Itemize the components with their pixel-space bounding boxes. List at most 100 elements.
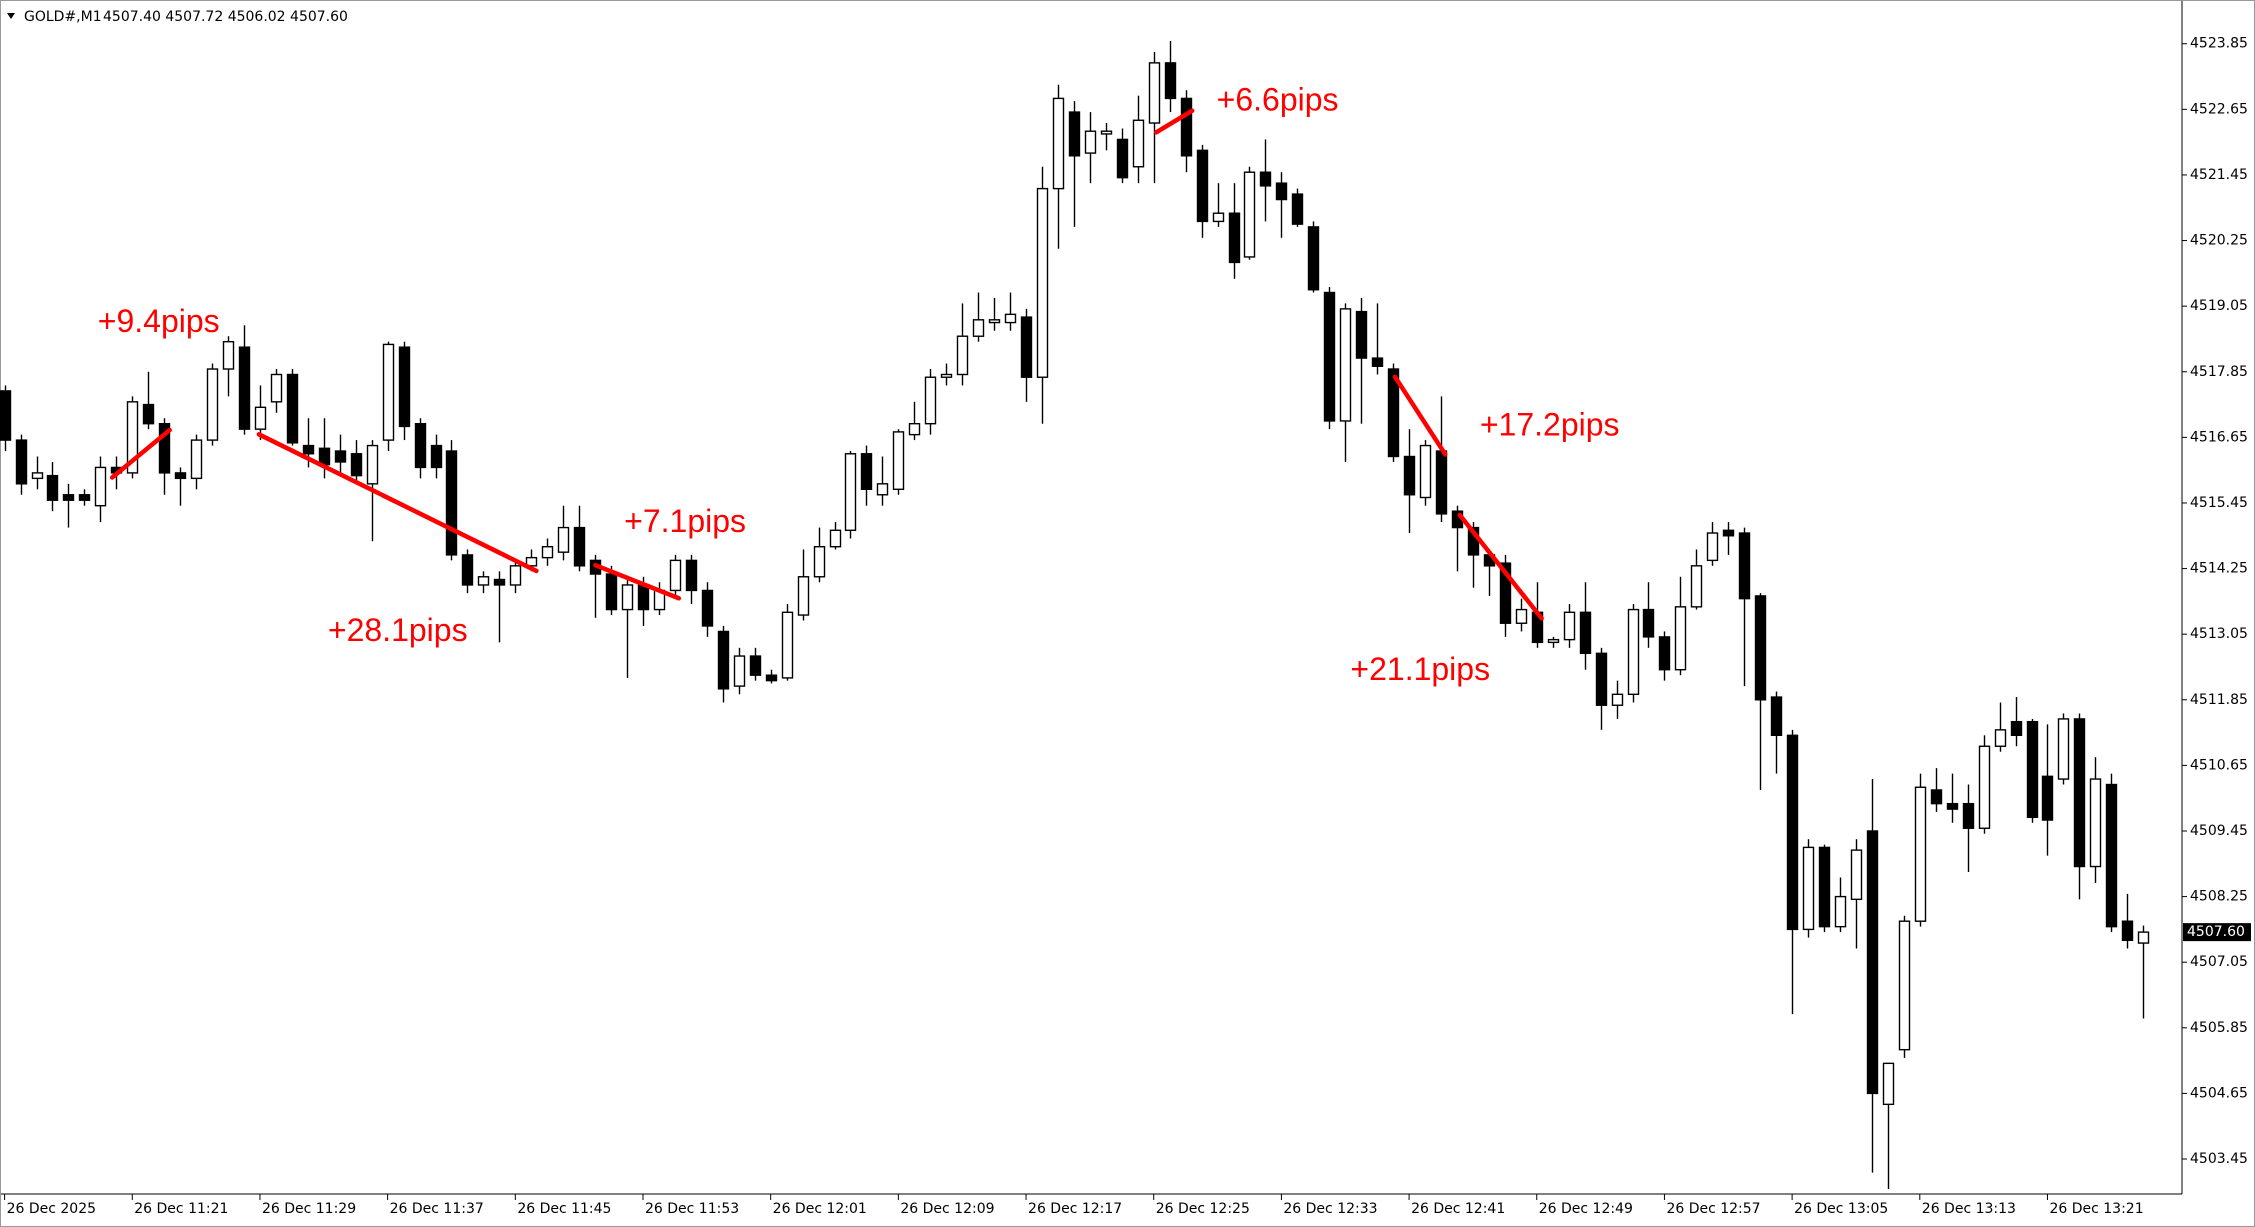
- candle-body: [956, 335, 969, 376]
- candle-body: [1706, 532, 1719, 562]
- last-price-label: 4507.60: [2187, 924, 2245, 940]
- candle-body: [1738, 532, 1751, 600]
- candle-body: [174, 472, 187, 480]
- candle-body: [350, 453, 363, 477]
- candle-body: [270, 373, 283, 403]
- trend-line: [1154, 108, 1195, 135]
- candle-body: [382, 343, 395, 441]
- candle-body: [525, 556, 538, 567]
- candle-body: [972, 319, 985, 337]
- candle-body: [206, 368, 219, 441]
- candle-body: [1898, 920, 1911, 1051]
- x-tick-label: 26 Dec 13:05: [1794, 1201, 1888, 1217]
- x-tick-label: 26 Dec 11:29: [262, 1201, 356, 1217]
- candle-body: [461, 554, 474, 586]
- candle-body: [46, 474, 59, 501]
- candle-body: [1387, 368, 1400, 458]
- candle-body: [1212, 212, 1225, 223]
- y-tick-label: 4516.65: [2190, 429, 2248, 445]
- candle-body: [1515, 608, 1528, 624]
- annotation: +9.4pips: [98, 303, 220, 339]
- candle-body: [573, 526, 586, 567]
- candle-body: [1339, 308, 1352, 422]
- x-tick-label: 26 Dec 12:41: [1411, 1201, 1505, 1217]
- candle-body: [1499, 562, 1512, 624]
- candle-body: [2105, 783, 2118, 928]
- trend-line: [1392, 374, 1448, 457]
- candle-body: [1419, 444, 1432, 499]
- y-tick-label: 4508.25: [2190, 889, 2248, 905]
- candle-body: [302, 444, 315, 455]
- candle-body: [1930, 789, 1943, 805]
- trend-line: [593, 562, 682, 601]
- candle-body: [1770, 696, 1783, 737]
- y-tick-label: 4510.65: [2190, 757, 2248, 773]
- candle-body: [1116, 138, 1129, 179]
- candle-body: [860, 453, 873, 490]
- candle-body: [366, 444, 379, 485]
- candle-body: [493, 578, 506, 586]
- candle-body: [892, 431, 905, 490]
- y-tick-label: 4507.05: [2190, 954, 2248, 970]
- trend-line: [256, 432, 539, 574]
- candle-body: [1595, 652, 1608, 706]
- annotation: +28.1pips: [328, 612, 468, 648]
- candle-body: [1978, 745, 1991, 829]
- x-tick-label: 26 Dec 12:33: [1283, 1201, 1377, 1217]
- x-tick-label: 26 Dec 13:21: [2049, 1201, 2143, 1217]
- candle-body: [398, 346, 411, 428]
- candle-body: [1658, 636, 1671, 671]
- x-tick-label: 26 Dec 12:49: [1539, 1201, 1633, 1217]
- candle-body: [1850, 849, 1863, 901]
- candle-body: [1100, 130, 1113, 135]
- candle-body: [1148, 62, 1161, 124]
- candle-body: [1627, 608, 1640, 696]
- candle-body: [509, 565, 522, 586]
- candle-body: [701, 589, 714, 627]
- x-tick-label: 26 Dec 11:37: [390, 1201, 484, 1217]
- candle-body: [414, 422, 427, 469]
- candle-body: [62, 494, 75, 501]
- candle-body: [541, 546, 554, 559]
- last-price-box: [2183, 923, 2251, 942]
- candle-body: [669, 559, 682, 592]
- x-tick-label: 26 Dec 12:25: [1156, 1201, 1250, 1217]
- candle-body: [286, 373, 299, 444]
- y-tick-label: 4513.05: [2190, 626, 2248, 642]
- x-tick-label: 26 Dec 2025: [7, 1201, 96, 1217]
- candle-body: [1052, 97, 1065, 190]
- candle-body: [844, 453, 857, 532]
- candle-body: [1547, 638, 1560, 644]
- candle-body: [190, 439, 203, 480]
- candle-body: [1754, 595, 1767, 701]
- candle-body: [1020, 316, 1033, 378]
- candle-body: [1004, 313, 1017, 324]
- candle-body: [2089, 778, 2102, 868]
- candle-body: [222, 340, 235, 370]
- candle-body: [908, 422, 921, 436]
- candle-body: [2137, 931, 2150, 944]
- candle-body: [829, 529, 842, 548]
- y-tick-label: 4509.45: [2190, 823, 2248, 839]
- candle-body: [2057, 718, 2070, 780]
- candle-body: [1834, 895, 1847, 928]
- candle-body: [1611, 693, 1624, 706]
- candle-body: [0, 390, 12, 441]
- candle-body: [1866, 830, 1879, 1095]
- collapse-arrow[interactable]: [7, 13, 15, 19]
- annotation: +21.1pips: [1350, 651, 1490, 687]
- candle-body: [1403, 455, 1416, 496]
- trend-line: [109, 427, 172, 480]
- y-tick-label: 4523.85: [2190, 36, 2248, 52]
- y-tick-label: 4504.65: [2190, 1085, 2248, 1101]
- candle-body: [1882, 1062, 1895, 1106]
- candle-body: [78, 494, 91, 501]
- candle-body: [940, 373, 953, 378]
- x-tick-label: 26 Dec 11:45: [517, 1201, 611, 1217]
- candle-body: [1180, 97, 1193, 157]
- candle-body: [1914, 786, 1927, 922]
- candle-body: [158, 422, 171, 474]
- candle-body: [765, 674, 778, 682]
- candle-body: [621, 584, 634, 611]
